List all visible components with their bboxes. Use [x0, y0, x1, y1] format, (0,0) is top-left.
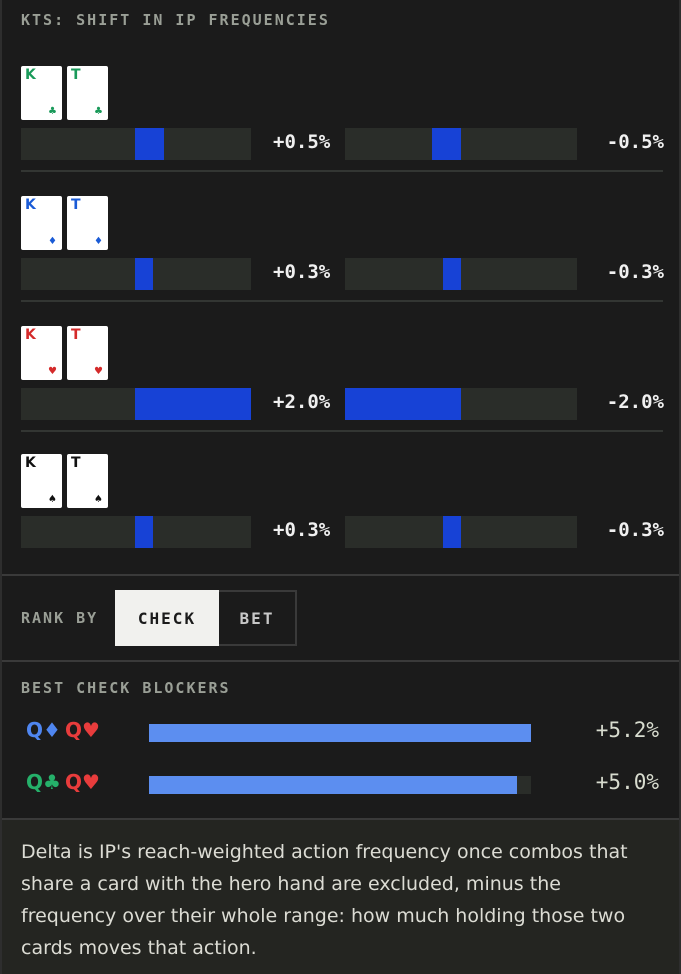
section-divider — [2, 574, 679, 576]
check-delta-fill — [135, 128, 164, 160]
card-rank: T — [71, 455, 81, 471]
check-delta-value: +2.0% — [273, 391, 331, 413]
check-delta-fill — [135, 258, 153, 290]
blocker-cards: Q♦ Q♥ — [26, 718, 104, 742]
blocker-card: Q♥ — [64, 770, 100, 794]
card-rank: K — [25, 197, 36, 213]
bet-delta-value: -0.5% — [606, 131, 664, 153]
footer-note: Delta is IP's reach-weighted action freq… — [2, 818, 679, 974]
card-rank: K — [25, 455, 36, 471]
row-divider — [21, 300, 663, 302]
check-delta-bar — [21, 258, 251, 290]
blocker-value: +5.2% — [595, 718, 659, 742]
playing-card: K ♠ — [21, 454, 62, 508]
bet-delta-fill — [432, 128, 461, 160]
bet-delta-bar — [345, 128, 577, 160]
rank-by-label: RANK BY — [21, 609, 99, 627]
card-suit-icon: ♥ — [94, 366, 103, 377]
bet-delta-fill — [443, 258, 461, 290]
combo-row: K ♣ T ♣ +0.5% -0.5% — [21, 66, 664, 196]
check-delta-value: +0.3% — [273, 519, 331, 541]
bet-delta-value: -0.3% — [606, 261, 664, 283]
row-divider — [21, 170, 663, 172]
card-suit-icon: ♦ — [94, 236, 103, 247]
playing-card: K ♦ — [21, 196, 62, 250]
bet-delta-value: -2.0% — [606, 391, 664, 413]
check-delta-bar — [21, 128, 251, 160]
blocker-bar — [149, 776, 531, 794]
footer-text: Delta is IP's reach-weighted action freq… — [21, 841, 628, 959]
card-suit-icon: ♦ — [48, 236, 57, 247]
card-rank: T — [71, 67, 81, 83]
blocker-card: Q♥ — [64, 718, 100, 742]
card-rank: K — [25, 327, 36, 343]
blocker-card: Q♣ — [26, 770, 61, 794]
blocker-cards: Q♣ Q♥ — [26, 770, 104, 794]
blocker-bar-fill — [149, 724, 531, 742]
rank-by-check-button[interactable]: CHECK — [115, 590, 219, 646]
card-suit-icon: ♣ — [48, 106, 57, 117]
combo-row: K ♦ T ♦ +0.3% -0.3% — [21, 196, 664, 326]
section-divider — [2, 660, 679, 662]
card-suit-icon: ♠ — [48, 494, 57, 505]
blocker-card: Q♦ — [26, 718, 61, 742]
check-delta-value: +0.5% — [273, 131, 331, 153]
blocker-row: Q♦ Q♥ +5.2% — [21, 718, 661, 754]
check-delta-fill — [135, 388, 251, 420]
card-suit-icon: ♠ — [94, 494, 103, 505]
check-delta-fill — [135, 516, 153, 548]
bet-delta-fill — [443, 516, 461, 548]
combo-row: K ♥ T ♥ +2.0% -2.0% — [21, 326, 664, 456]
playing-card: T ♦ — [67, 196, 108, 250]
bet-delta-value: -0.3% — [606, 519, 664, 541]
check-delta-value: +0.3% — [273, 261, 331, 283]
playing-card: T ♣ — [67, 66, 108, 120]
combo-row: K ♠ T ♠ +0.3% -0.3% — [21, 454, 664, 584]
playing-card: T ♥ — [67, 326, 108, 380]
playing-card: K ♥ — [21, 326, 62, 380]
blockers-title: BEST CHECK BLOCKERS — [21, 679, 231, 697]
blocker-row: Q♣ Q♥ +5.0% — [21, 770, 661, 806]
card-rank: K — [25, 67, 36, 83]
blocker-bar-fill — [149, 776, 517, 794]
blocker-bar — [149, 724, 531, 742]
row-divider — [21, 430, 663, 432]
playing-card: K ♣ — [21, 66, 62, 120]
rank-by-bet-button[interactable]: BET — [219, 590, 297, 646]
panel-title: KTS: SHIFT IN IP FREQUENCIES — [21, 11, 330, 29]
card-suit-icon: ♥ — [48, 366, 57, 377]
check-delta-bar — [21, 388, 251, 420]
blocker-value: +5.0% — [595, 770, 659, 794]
bet-delta-fill — [345, 388, 461, 420]
card-rank: T — [71, 327, 81, 343]
check-delta-bar — [21, 516, 251, 548]
bet-delta-bar — [345, 388, 577, 420]
card-rank: T — [71, 197, 81, 213]
bet-delta-bar — [345, 516, 577, 548]
playing-card: T ♠ — [67, 454, 108, 508]
card-suit-icon: ♣ — [94, 106, 103, 117]
bet-delta-bar — [345, 258, 577, 290]
